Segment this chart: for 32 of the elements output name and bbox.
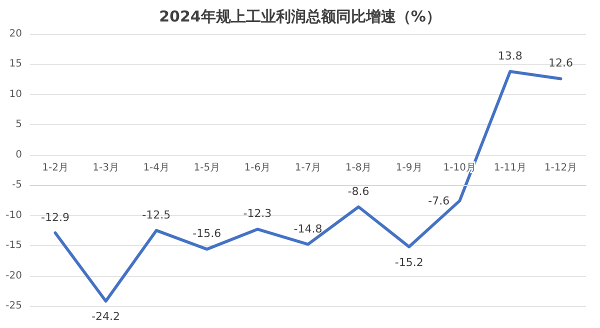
x-tick-label: 1-5月 (194, 162, 220, 174)
y-tick-label: 15 (9, 58, 22, 70)
y-tick-label: 10 (9, 88, 22, 100)
x-tick-label: 1-11月 (494, 162, 527, 174)
data-label: -7.6 (428, 194, 450, 208)
data-label: -14.8 (294, 222, 322, 236)
data-label: -15.6 (192, 227, 222, 240)
y-tick-label: -20 (6, 270, 22, 282)
data-label: -12.9 (41, 210, 70, 224)
data-label: -24.2 (92, 310, 120, 324)
x-tick-label: 1-4月 (143, 162, 170, 174)
y-tick-label: -5 (12, 180, 22, 191)
data-label: 12.6 (548, 56, 573, 70)
y-tick-label: -15 (6, 240, 22, 252)
x-tick-label: 1-9月 (396, 162, 422, 174)
y-tick-label: 20 (9, 28, 22, 40)
data-label: -8.6 (348, 184, 370, 198)
x-tick-label: 1-3月 (92, 162, 119, 174)
y-tick-label: -10 (6, 210, 22, 221)
x-tick-label: 1-8月 (345, 162, 372, 174)
y-tick-label: -25 (6, 300, 22, 312)
data-label: -15.2 (394, 256, 424, 269)
data-label: -12.3 (243, 207, 272, 220)
data-label: 13.8 (498, 49, 522, 62)
x-tick-label: 1-12月 (544, 162, 578, 174)
chart-title: 2024年规上工业利润总额同比增速（%） (159, 8, 441, 26)
x-tick-label: 1-7月 (294, 162, 322, 174)
y-tick-label: 0 (16, 149, 22, 160)
x-tick-label: 1-6月 (244, 162, 271, 174)
y-tick-label: 5 (16, 119, 22, 130)
x-tick-label: 1-2月 (42, 162, 68, 174)
data-label: -12.5 (142, 208, 171, 222)
